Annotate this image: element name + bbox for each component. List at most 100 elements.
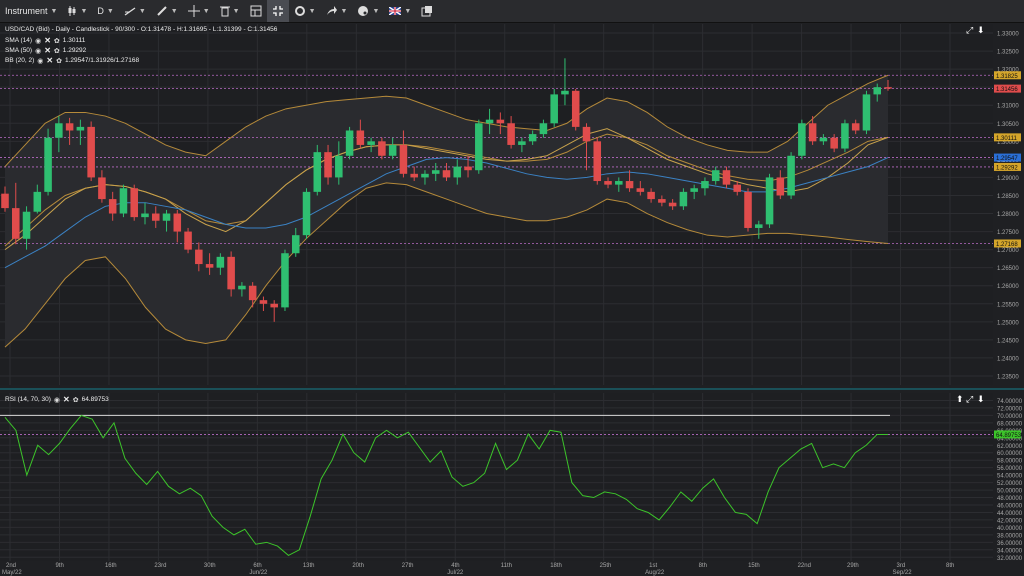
candle-body (485, 119, 494, 124)
candle-body (119, 188, 128, 214)
arrow-down-icon[interactable]: ⬇ (977, 394, 985, 404)
sma50-legend: SMA (50) ◉ ✕ ✿ 1.29292 (5, 46, 86, 55)
close-icon[interactable]: ✕ (63, 395, 70, 404)
price-pane[interactable]: 1.330001.325001.320001.315001.310001.305… (0, 24, 1024, 390)
y-tick-label: 70.00000 (997, 414, 1023, 420)
rsi-legend: RSI (14, 70, 30) ◉ ✕ ✿ 64.89753 (5, 395, 109, 404)
price-label-box (994, 133, 1021, 142)
maximize-pane-icon[interactable]: ⤢ (966, 25, 974, 35)
chevron-down-icon: ▼ (372, 7, 380, 15)
y-tick-label: 58.00000 (997, 459, 1023, 465)
chevron-down-icon: ▼ (50, 7, 58, 15)
rsi-pane[interactable]: 74.0000072.0000070.0000068.0000066.00000… (0, 393, 1023, 576)
close-icon[interactable]: ✕ (44, 46, 51, 55)
y-tick-label: 1.24500 (997, 338, 1019, 344)
y-tick-label: 48.00000 (997, 496, 1023, 502)
candle-body (399, 144, 408, 174)
gear-icon[interactable]: ✿ (53, 47, 60, 55)
pen-tool-dropdown[interactable]: ▼ (151, 0, 183, 22)
chevron-down-icon: ▼ (340, 7, 348, 15)
candle-body (195, 249, 203, 265)
y-tick-label: 1.33000 (997, 32, 1019, 38)
candle-body (65, 123, 74, 131)
chart-area[interactable]: 1.330001.325001.320001.315001.310001.305… (0, 23, 1024, 576)
y-tick-label: 40.00000 (997, 526, 1023, 532)
x-tick-label: 22nd (798, 563, 811, 569)
candle-body (625, 181, 634, 189)
share-icon (326, 5, 338, 17)
candle-body (184, 231, 192, 250)
timeframe-dropdown[interactable]: D ▼ (92, 0, 118, 22)
candle-body (475, 123, 483, 171)
chevron-down-icon: ▼ (80, 7, 88, 15)
candle-body (690, 188, 698, 192)
candle-body (44, 137, 52, 192)
share-dropdown[interactable]: ▼ (321, 0, 353, 22)
candle-body (582, 126, 591, 142)
x-tick-label: 30th (204, 563, 216, 569)
delete-dropdown[interactable]: ▼ (215, 0, 245, 22)
instrument-label: Instrument (5, 6, 48, 16)
candle-body (765, 177, 774, 225)
x-tick-label: 1st (649, 563, 657, 569)
fullscreen-button[interactable] (266, 0, 289, 22)
x-tick-label: 8th (946, 563, 954, 569)
gear-icon[interactable]: ✿ (72, 396, 79, 404)
price-label: 1.31825 (996, 74, 1018, 80)
y-tick-label: 46.00000 (997, 504, 1023, 510)
draw-line-dropdown[interactable]: ▼ (119, 0, 151, 22)
y-tick-label: 1.31000 (997, 104, 1019, 110)
y-tick-label: 32.00000 (997, 556, 1023, 562)
candle-body (216, 256, 225, 268)
candle-body (141, 213, 149, 218)
candle-body (851, 123, 860, 131)
eye-icon[interactable]: ◉ (37, 57, 44, 65)
candle-body (798, 123, 806, 156)
close-icon[interactable]: ✕ (44, 36, 51, 45)
maximize-pane-icon[interactable]: ⤢ (966, 394, 974, 404)
candle-body (701, 181, 709, 189)
bb-value: 1.29547/1.31926/1.27168 (64, 57, 140, 64)
gear-icon[interactable]: ✿ (56, 57, 62, 65)
candle-body (98, 177, 106, 200)
x-tick-label: 6th (253, 563, 261, 569)
candle-body (819, 137, 828, 142)
price-label-box (994, 71, 1021, 80)
gear-icon[interactable]: ✿ (53, 37, 60, 45)
candle-body (884, 87, 892, 89)
chart-type-dropdown[interactable]: ▼ (62, 0, 92, 22)
candle-body (421, 173, 429, 178)
eye-icon[interactable]: ◉ (35, 37, 42, 45)
sma50-name: SMA (50) (5, 47, 33, 54)
candle-body (539, 123, 548, 135)
candle-body (431, 170, 440, 174)
settings-dropdown[interactable]: ▼ (289, 0, 321, 22)
candle-body (787, 155, 795, 196)
candle-body (1, 193, 9, 209)
language-dropdown[interactable]: ▼ (384, 0, 416, 22)
candle-body (571, 90, 580, 127)
x-tick-label: 16th (105, 563, 117, 569)
sma14-line (4, 128, 889, 251)
popout-button[interactable] (416, 0, 438, 22)
candlestick-icon (67, 5, 77, 17)
theme-dropdown[interactable]: ▼ (352, 0, 384, 22)
x-tick-sublabel: May/22 (2, 570, 22, 576)
candle-body (830, 137, 838, 149)
candle-body (205, 264, 214, 268)
candle-body (173, 213, 182, 232)
candle-body (722, 170, 731, 185)
instrument-dropdown[interactable]: Instrument ▼ (0, 0, 62, 22)
y-tick-label: 1.23500 (997, 374, 1019, 380)
layout-icon (250, 5, 262, 17)
y-tick-label: 1.30500 (997, 122, 1019, 128)
eye-icon[interactable]: ◉ (35, 47, 42, 55)
eye-icon[interactable]: ◉ (53, 396, 60, 404)
y-tick-label: 1.27000 (997, 248, 1019, 254)
close-icon[interactable]: ✕ (46, 56, 54, 65)
collapse-icon (272, 5, 284, 17)
crosshair-dropdown[interactable]: ▼ (183, 0, 215, 22)
arrow-up-icon[interactable]: ⬆ (956, 394, 964, 404)
layout-button[interactable] (245, 0, 267, 22)
arrow-down-icon[interactable]: ⬇ (977, 25, 985, 35)
